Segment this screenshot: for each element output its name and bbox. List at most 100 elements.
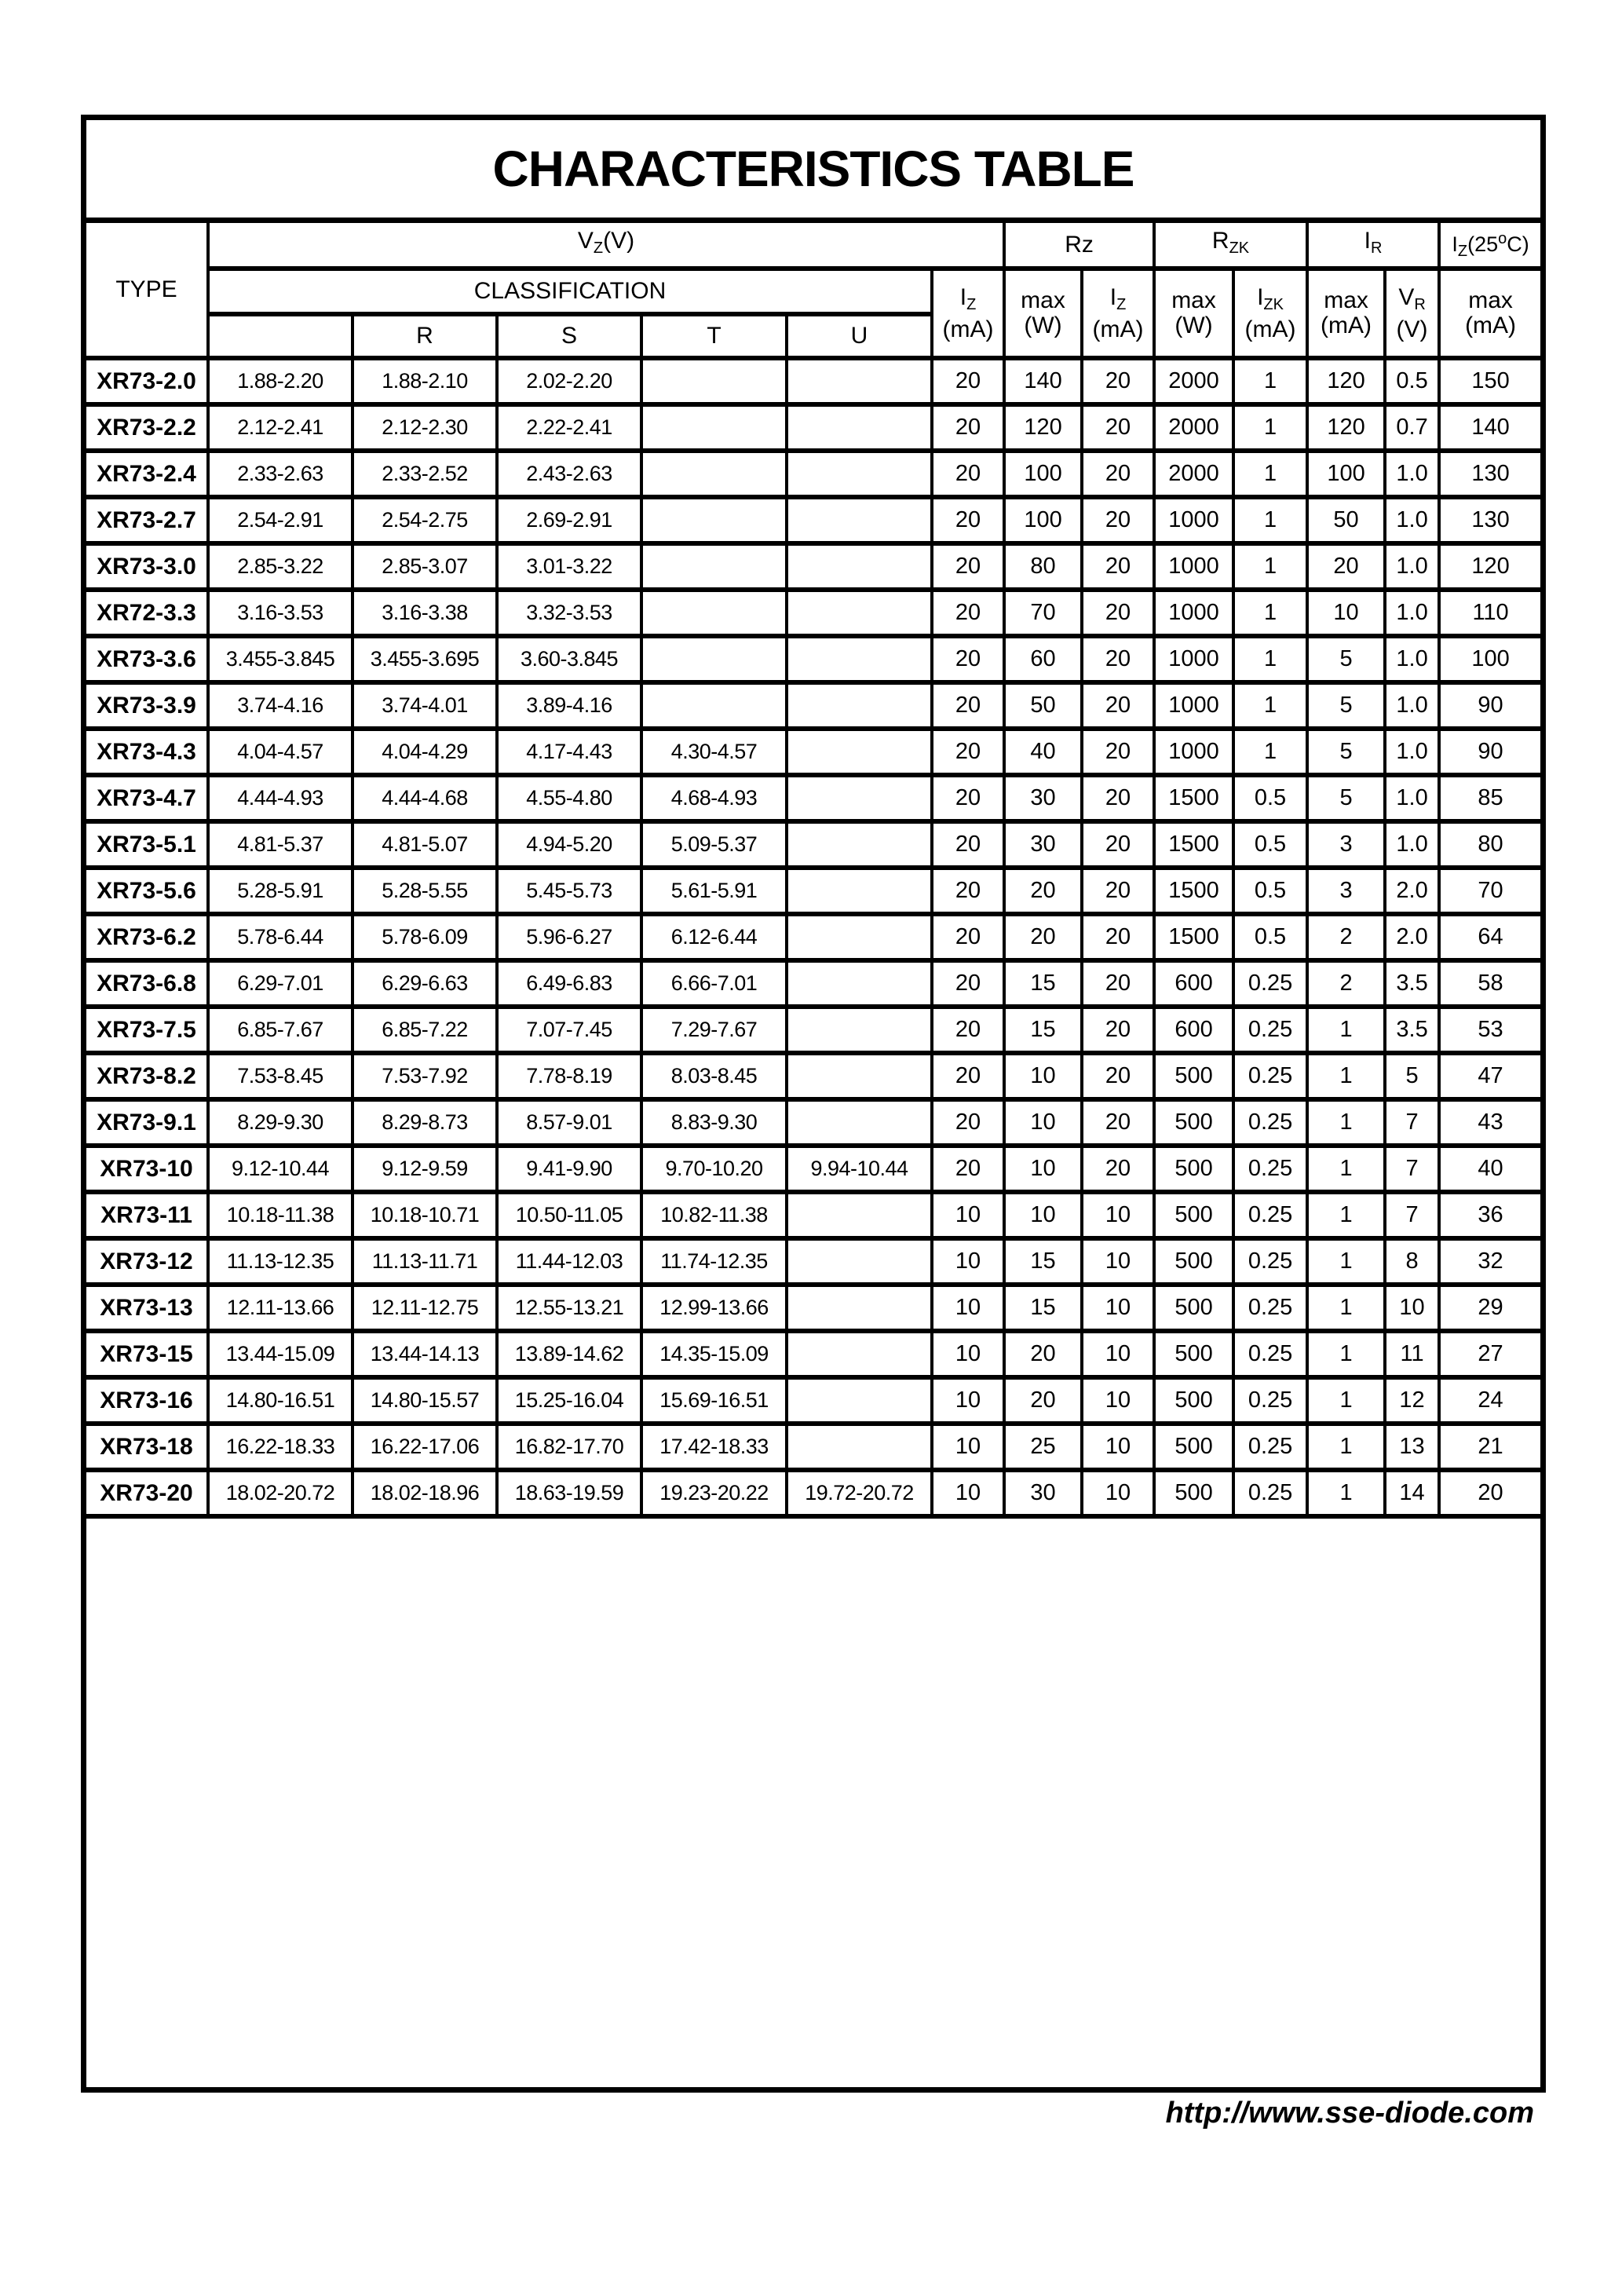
cell-iz-max: 20	[1438, 1468, 1541, 1519]
header-iz: IZ (mA)	[930, 266, 1006, 360]
website-url: http://www.sse-diode.com	[1165, 2097, 1534, 2130]
cell-iz-max: 43	[1438, 1097, 1541, 1148]
cell-rz-max: 20	[1003, 912, 1084, 963]
header-vz: VZ(V)	[206, 223, 1006, 271]
cell-vz-range: 13.44-15.09	[206, 1329, 354, 1380]
cell-class-t: 11.74-12.35	[640, 1236, 788, 1287]
cell-iz: 20	[930, 726, 1006, 777]
cell-izk: 0.25	[1232, 1468, 1310, 1519]
cell-rz-iz: 10	[1080, 1375, 1156, 1426]
header-vr: VR (V)	[1383, 266, 1441, 360]
page-title: CHARACTERISTICS TABLE	[86, 120, 1540, 223]
table-body: XR73-2.0 1.88-2.20 1.88-2.10 2.02-2.20 20 140…	[86, 356, 1541, 1519]
cell-izk: 1	[1232, 680, 1310, 731]
cell-class-s: 4.94-5.20	[495, 819, 643, 870]
cell-rz-iz: 20	[1080, 1097, 1156, 1148]
header-rz: Rz	[1003, 223, 1156, 271]
cell-iz-max: 100	[1438, 634, 1541, 685]
cell-rzk-max: 600	[1153, 1004, 1236, 1055]
cell-iz: 20	[930, 495, 1006, 546]
cell-izk: 1	[1232, 634, 1310, 685]
cell-rz-iz: 20	[1080, 356, 1156, 407]
cell-class-s: 5.96-6.27	[495, 912, 643, 963]
cell-class-u	[785, 495, 933, 546]
cell-iz: 10	[930, 1282, 1006, 1333]
table-row: XR73-3.6 3.455-3.845 3.455-3.695 3.60-3.845…	[86, 634, 1541, 685]
cell-iz: 20	[930, 587, 1006, 638]
header-rzk-max: max (W)	[1153, 266, 1236, 360]
cell-iz: 10	[930, 1421, 1006, 1472]
cell-ir-max: 1	[1306, 1282, 1387, 1333]
cell-class-u	[785, 680, 933, 731]
cell-type: XR73-16	[86, 1375, 210, 1426]
cell-izk: 0.25	[1232, 1421, 1310, 1472]
cell-class-u	[785, 448, 933, 499]
cell-type: XR73-8.2	[86, 1051, 210, 1102]
cell-rzk-max: 1500	[1153, 912, 1236, 963]
cell-iz: 20	[930, 912, 1006, 963]
cell-iz-max: 53	[1438, 1004, 1541, 1055]
table-row: XR73-3.0 2.85-3.22 2.85-3.07 3.01-3.22 20 80 2…	[86, 541, 1541, 592]
table-row: XR73-6.8 6.29-7.01 6.29-6.63 6.49-6.83 6.66-…	[86, 958, 1541, 1009]
cell-rz-iz: 20	[1080, 1004, 1156, 1055]
cell-vz-range: 3.16-3.53	[206, 587, 354, 638]
cell-class-s: 4.17-4.43	[495, 726, 643, 777]
cell-type: XR73-9.1	[86, 1097, 210, 1148]
cell-type: XR73-3.0	[86, 541, 210, 592]
cell-iz-max: 40	[1438, 1143, 1541, 1194]
table-row: XR73-3.9 3.74-4.16 3.74-4.01 3.89-4.16 20 50 2…	[86, 680, 1541, 731]
header-classification: CLASSIFICATION	[208, 266, 933, 316]
cell-type: XR73-2.4	[86, 448, 210, 499]
cell-vz-range: 2.85-3.22	[206, 541, 354, 592]
cell-class-r: 3.455-3.695	[351, 634, 499, 685]
cell-iz-max: 29	[1438, 1282, 1541, 1333]
cell-izk: 0.25	[1232, 1282, 1310, 1333]
header-class-t: T	[640, 312, 788, 360]
cell-rz-iz: 20	[1080, 865, 1156, 916]
cell-vr: 0.7	[1383, 402, 1441, 453]
cell-iz: 20	[930, 356, 1006, 407]
cell-ir-max: 3	[1306, 819, 1387, 870]
cell-class-s: 2.02-2.20	[495, 356, 643, 407]
cell-vr: 3.5	[1383, 958, 1441, 1009]
cell-class-u	[785, 587, 933, 638]
cell-iz-max: 36	[1438, 1190, 1541, 1241]
header-type: TYPE	[86, 223, 210, 360]
cell-rzk-max: 500	[1153, 1282, 1236, 1333]
cell-vr: 1.0	[1383, 541, 1441, 592]
cell-rzk-max: 500	[1153, 1143, 1236, 1194]
cell-class-t: 6.66-7.01	[640, 958, 788, 1009]
cell-type: XR73-20	[86, 1468, 210, 1519]
cell-vr: 7	[1383, 1097, 1441, 1148]
table-row: XR73-6.2 5.78-6.44 5.78-6.09 5.96-6.27 6.12-…	[86, 912, 1541, 963]
table-row: XR73-13 12.11-13.66 12.11-12.75 12.55-13.21…	[86, 1282, 1541, 1333]
cell-type: XR73-13	[86, 1282, 210, 1333]
cell-rz-iz: 20	[1080, 773, 1156, 824]
cell-rz-iz: 20	[1080, 1143, 1156, 1194]
cell-vz-range: 11.13-12.35	[206, 1236, 354, 1287]
cell-class-u	[785, 1004, 933, 1055]
cell-class-u	[785, 1236, 933, 1287]
cell-rz-max: 20	[1003, 865, 1084, 916]
header-izk: IZK (mA)	[1232, 266, 1310, 360]
cell-class-t	[640, 402, 788, 453]
header-iz-25c: IZ(25oC)	[1438, 223, 1541, 271]
cell-iz: 10	[930, 1236, 1006, 1287]
cell-class-t: 9.70-10.20	[640, 1143, 788, 1194]
cell-class-u	[785, 865, 933, 916]
characteristics-table: TYPE VZ(V) Rz RZK IR IZ(25oC) CLASSIFICA…	[86, 223, 1541, 1519]
cell-rz-max: 30	[1003, 773, 1084, 824]
cell-iz: 20	[930, 680, 1006, 731]
cell-vr: 12	[1383, 1375, 1441, 1426]
cell-class-r: 2.33-2.52	[351, 448, 499, 499]
cell-class-s: 13.89-14.62	[495, 1329, 643, 1380]
table-row: XR73-20 18.02-20.72 18.02-18.96 18.63-19.59…	[86, 1468, 1541, 1519]
cell-iz: 20	[930, 1051, 1006, 1102]
table-row: XR73-4.3 4.04-4.57 4.04-4.29 4.17-4.43 4.30-…	[86, 726, 1541, 777]
cell-rz-iz: 20	[1080, 634, 1156, 685]
cell-ir-max: 20	[1306, 541, 1387, 592]
cell-iz: 20	[930, 1004, 1006, 1055]
cell-vz-range: 3.455-3.845	[206, 634, 354, 685]
cell-vz-range: 2.54-2.91	[206, 495, 354, 546]
cell-rz-iz: 10	[1080, 1190, 1156, 1241]
